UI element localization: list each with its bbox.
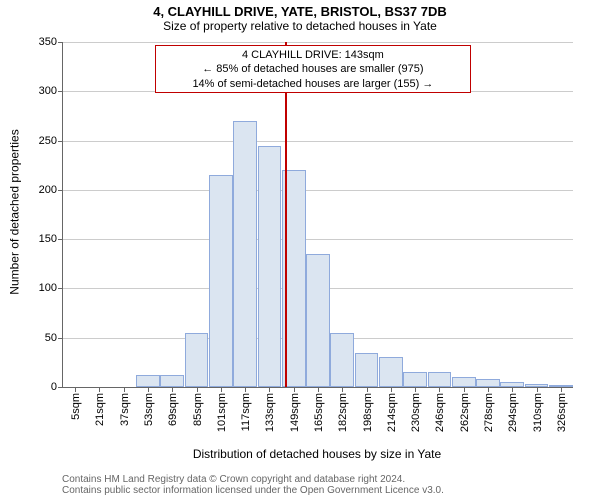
x-tick-mark: [415, 387, 416, 392]
x-tick-label: 262sqm: [457, 393, 471, 432]
y-gridline: [63, 141, 573, 142]
plot-area: 0501001502002503003505sqm21sqm37sqm53sqm…: [62, 42, 573, 388]
x-tick-label: 5sqm: [68, 393, 82, 420]
x-tick-label: 37sqm: [117, 393, 131, 426]
x-tick-mark: [537, 387, 538, 392]
y-tick-label: 200: [39, 184, 63, 196]
x-tick-label: 294sqm: [505, 393, 519, 432]
chart-subtitle: Size of property relative to detached ho…: [0, 19, 600, 33]
y-tick-label: 350: [39, 36, 63, 48]
x-tick-mark: [269, 387, 270, 392]
footer-attribution: Contains HM Land Registry data © Crown c…: [62, 474, 444, 496]
histogram-bar: [160, 375, 184, 387]
x-tick-label: 101sqm: [214, 393, 228, 432]
x-tick-label: 310sqm: [530, 393, 544, 432]
histogram-bar: [403, 372, 427, 387]
x-tick-label: 85sqm: [190, 393, 204, 426]
x-tick-mark: [464, 387, 465, 392]
x-axis-label: Distribution of detached houses by size …: [62, 447, 572, 461]
annotation-line-0: 4 CLAYHILL DRIVE: 143sqm: [160, 48, 466, 62]
y-tick-label: 300: [39, 85, 63, 97]
y-gridline: [63, 190, 573, 191]
histogram-bar: [233, 121, 257, 387]
x-tick-mark: [439, 387, 440, 392]
marker-line: [285, 42, 287, 387]
x-tick-mark: [148, 387, 149, 392]
x-tick-mark: [318, 387, 319, 392]
histogram-bar: [452, 377, 476, 387]
x-tick-mark: [561, 387, 562, 392]
annotation-box: 4 CLAYHILL DRIVE: 143sqm← 85% of detache…: [155, 45, 471, 93]
histogram-bar: [185, 333, 209, 387]
x-tick-mark: [75, 387, 76, 392]
histogram-bar: [306, 254, 330, 387]
x-tick-label: 69sqm: [165, 393, 179, 426]
x-tick-label: 230sqm: [408, 393, 422, 432]
x-tick-mark: [245, 387, 246, 392]
y-gridline: [63, 239, 573, 240]
histogram-bar: [209, 175, 233, 387]
x-tick-mark: [391, 387, 392, 392]
x-tick-label: 214sqm: [384, 393, 398, 432]
y-axis-label: Number of detached properties: [8, 39, 22, 384]
x-tick-mark: [221, 387, 222, 392]
y-tick-label: 250: [39, 135, 63, 147]
annotation-line-2: 14% of semi-detached houses are larger (…: [160, 77, 466, 91]
y-tick-label: 0: [51, 381, 63, 393]
x-tick-mark: [512, 387, 513, 392]
y-tick-label: 50: [45, 332, 63, 344]
histogram-bar: [428, 372, 452, 387]
x-tick-label: 149sqm: [287, 393, 301, 432]
x-tick-mark: [488, 387, 489, 392]
x-tick-label: 165sqm: [311, 393, 325, 432]
x-tick-label: 278sqm: [481, 393, 495, 432]
x-tick-mark: [342, 387, 343, 392]
x-tick-label: 133sqm: [262, 393, 276, 432]
x-tick-mark: [294, 387, 295, 392]
histogram-bar: [258, 146, 282, 388]
x-tick-label: 53sqm: [141, 393, 155, 426]
x-tick-mark: [367, 387, 368, 392]
annotation-line-1: ← 85% of detached houses are smaller (97…: [160, 62, 466, 76]
y-gridline: [63, 42, 573, 43]
x-tick-label: 326sqm: [554, 393, 568, 432]
x-tick-mark: [197, 387, 198, 392]
x-tick-mark: [99, 387, 100, 392]
histogram-bar: [136, 375, 160, 387]
x-tick-label: 246sqm: [432, 393, 446, 432]
x-tick-mark: [172, 387, 173, 392]
x-tick-label: 117sqm: [238, 393, 252, 431]
histogram-bar: [476, 379, 500, 387]
x-tick-mark: [124, 387, 125, 392]
chart-title: 4, CLAYHILL DRIVE, YATE, BRISTOL, BS37 7…: [0, 0, 600, 19]
histogram-bar: [379, 357, 403, 387]
x-tick-label: 21sqm: [92, 393, 106, 426]
histogram-bar: [330, 333, 354, 387]
x-tick-label: 182sqm: [335, 393, 349, 432]
y-tick-label: 100: [39, 282, 63, 294]
y-tick-label: 150: [39, 233, 63, 245]
histogram-bar: [355, 353, 379, 388]
x-tick-label: 198sqm: [360, 393, 374, 432]
